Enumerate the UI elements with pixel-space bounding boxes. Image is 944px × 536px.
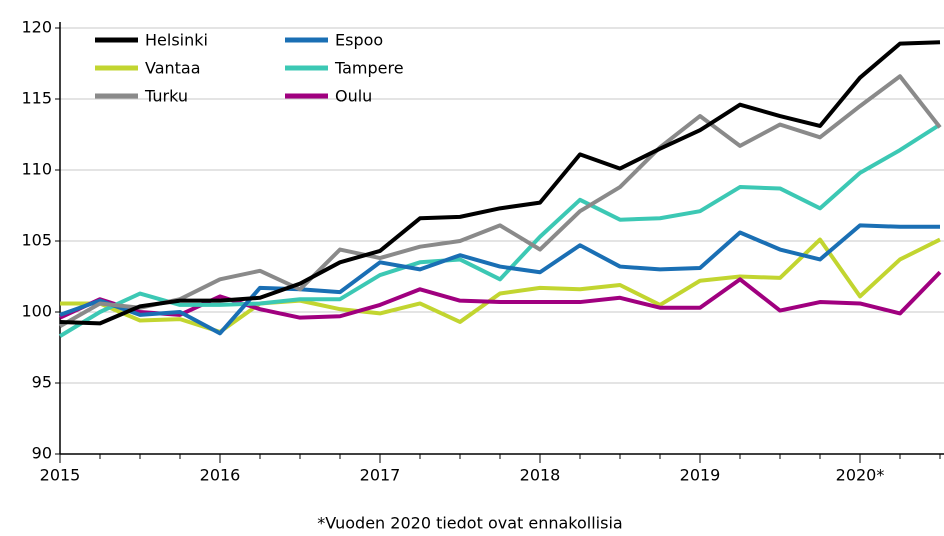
legend-label: Tampere (334, 59, 404, 78)
y-tick-label: 110 (21, 160, 52, 179)
legend-label: Turku (144, 87, 188, 106)
y-tick-label: 95 (32, 373, 52, 392)
x-tick-label: 2018 (520, 466, 561, 485)
x-tick-label: 2019 (680, 466, 721, 485)
plot-area (58, 40, 942, 338)
y-tick-label: 105 (21, 231, 52, 250)
series-line (58, 122, 942, 338)
y-tick-label: 115 (21, 89, 52, 108)
x-tick-label: 2015 (40, 466, 81, 485)
legend-label: Oulu (335, 87, 372, 106)
legend-label: Helsinki (145, 31, 208, 50)
series-line (59, 223, 940, 336)
legend-label: Espoo (335, 31, 383, 50)
series-line (59, 40, 941, 326)
x-tick-label: 2020* (836, 466, 885, 485)
y-tick-label: 120 (21, 18, 52, 37)
y-tick-label: 90 (32, 444, 52, 463)
y-tick-label: 100 (21, 302, 52, 321)
x-tick-label: 2016 (200, 466, 241, 485)
legend-label: Vantaa (145, 59, 201, 78)
series-line (59, 74, 942, 328)
footnote: *Vuoden 2020 tiedot ovat ennakollisia (317, 514, 622, 533)
x-tick-label: 2017 (360, 466, 401, 485)
